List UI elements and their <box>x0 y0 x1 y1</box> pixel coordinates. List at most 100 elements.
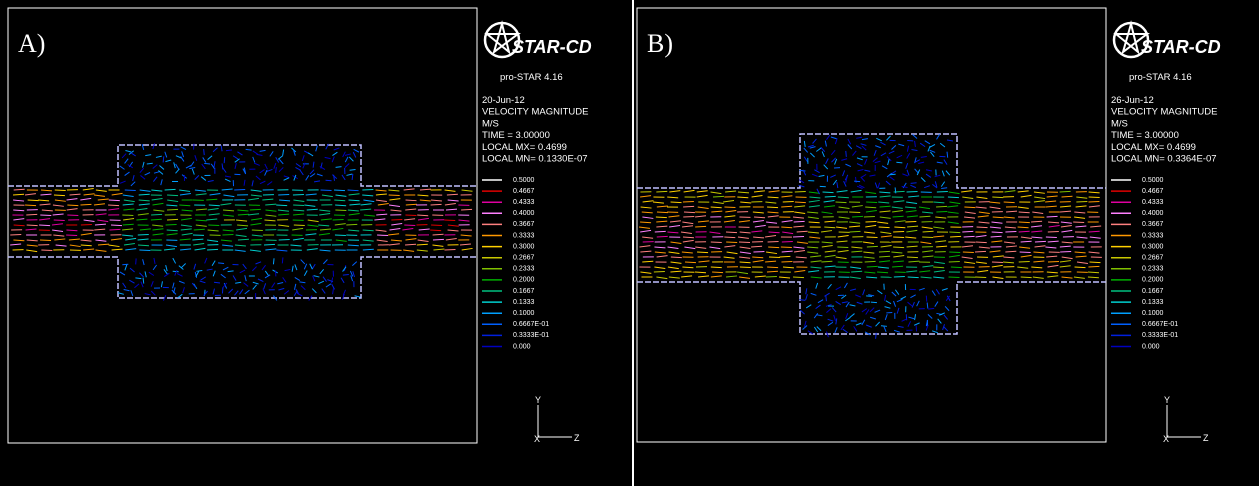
velocity-vector <box>262 265 266 270</box>
velocity-vector <box>321 219 332 220</box>
velocity-vector <box>109 245 120 247</box>
legend-label: 0.1667 <box>1142 288 1164 295</box>
velocity-vector <box>140 190 151 191</box>
velocity-vector <box>908 302 913 306</box>
velocity-vector <box>879 256 890 257</box>
velocity-vector <box>839 217 850 218</box>
velocity-vector <box>349 204 360 205</box>
velocity-vector <box>154 258 155 264</box>
velocity-vector <box>177 274 182 277</box>
info-time: TIME = 3.00000 <box>1111 130 1179 141</box>
velocity-vector <box>1075 226 1086 227</box>
velocity-vector <box>223 195 234 197</box>
velocity-vector <box>1021 255 1032 257</box>
velocity-vector <box>325 157 331 158</box>
velocity-vector <box>1075 267 1086 268</box>
velocity-vector <box>862 139 868 140</box>
velocity-vector <box>145 172 150 175</box>
velocity-vector <box>882 166 887 169</box>
velocity-vector <box>851 251 862 252</box>
velocity-vector <box>333 288 334 294</box>
velocity-vector <box>740 202 751 203</box>
velocity-vector <box>81 233 92 235</box>
velocity-vector <box>951 267 962 268</box>
velocity-vector <box>183 287 185 293</box>
velocity-vector <box>314 181 320 182</box>
velocity-vector <box>782 232 793 234</box>
velocity-vector <box>822 151 824 157</box>
velocity-vector <box>1048 222 1059 223</box>
velocity-vector <box>405 239 416 240</box>
velocity-vector <box>1003 262 1014 263</box>
velocity-vector <box>1047 196 1058 197</box>
velocity-vector <box>1061 230 1072 232</box>
velocity-vector <box>832 308 836 313</box>
velocity-vector <box>893 231 904 232</box>
velocity-vector <box>192 239 203 240</box>
velocity-vector <box>979 212 990 213</box>
velocity-vector <box>870 308 874 312</box>
velocity-vector <box>724 216 735 217</box>
velocity-vector <box>642 217 653 218</box>
velocity-vector <box>850 267 861 269</box>
velocity-vector <box>302 155 304 161</box>
legend-label: 0.4333 <box>513 199 535 206</box>
velocity-vector <box>793 277 804 278</box>
velocity-vector <box>850 277 861 278</box>
velocity-vector <box>149 272 154 275</box>
velocity-vector <box>654 247 665 248</box>
velocity-vector <box>180 249 191 250</box>
velocity-vector <box>993 256 1004 257</box>
velocity-vector <box>335 195 346 196</box>
velocity-vector <box>724 257 735 258</box>
logo-text: STAR-CD <box>512 37 592 57</box>
velocity-vector <box>813 139 817 144</box>
velocity-vector <box>907 170 909 176</box>
velocity-vector <box>228 289 232 293</box>
velocity-vector <box>205 258 207 264</box>
info-quantity: VELOCITY MAGNITUDE <box>482 107 588 118</box>
velocity-vector <box>292 266 293 272</box>
velocity-vector <box>181 147 186 150</box>
velocity-vector <box>681 276 692 277</box>
velocity-vector <box>976 235 987 237</box>
velocity-vector <box>915 141 916 147</box>
velocity-vector <box>265 164 268 169</box>
velocity-vector <box>278 156 283 160</box>
velocity-vector <box>139 194 150 195</box>
velocity-vector <box>740 247 751 248</box>
velocity-vector <box>866 310 869 315</box>
velocity-vector <box>913 135 918 139</box>
velocity-vector <box>783 201 794 202</box>
velocity-vector <box>727 252 738 254</box>
velocity-vector <box>81 245 92 246</box>
velocity-vector <box>919 216 930 217</box>
viewport-frame <box>637 8 1106 442</box>
velocity-vector <box>879 192 890 193</box>
velocity-vector <box>833 180 837 185</box>
velocity-vector <box>875 146 881 148</box>
velocity-vector <box>857 158 863 160</box>
velocity-vector <box>125 265 127 271</box>
velocity-vector <box>828 322 833 325</box>
velocity-vector <box>905 221 916 222</box>
velocity-vector <box>417 244 428 245</box>
velocity-vector <box>267 169 273 171</box>
velocity-vector <box>699 261 710 262</box>
velocity-vector <box>417 195 428 196</box>
velocity-vector <box>867 266 878 267</box>
velocity-vector <box>130 268 135 272</box>
velocity-vector <box>825 255 836 257</box>
velocity-vector <box>767 207 778 208</box>
velocity-vector <box>433 234 444 235</box>
velocity-vector <box>910 185 916 187</box>
velocity-vector <box>1088 272 1099 273</box>
velocity-vector <box>738 192 749 193</box>
velocity-vector <box>348 190 359 191</box>
velocity-vector <box>81 240 92 241</box>
velocity-vector <box>1006 246 1017 247</box>
velocity-vector <box>238 239 249 240</box>
velocity-vector <box>143 278 144 284</box>
velocity-vector <box>922 237 933 238</box>
velocity-vector <box>881 236 892 237</box>
